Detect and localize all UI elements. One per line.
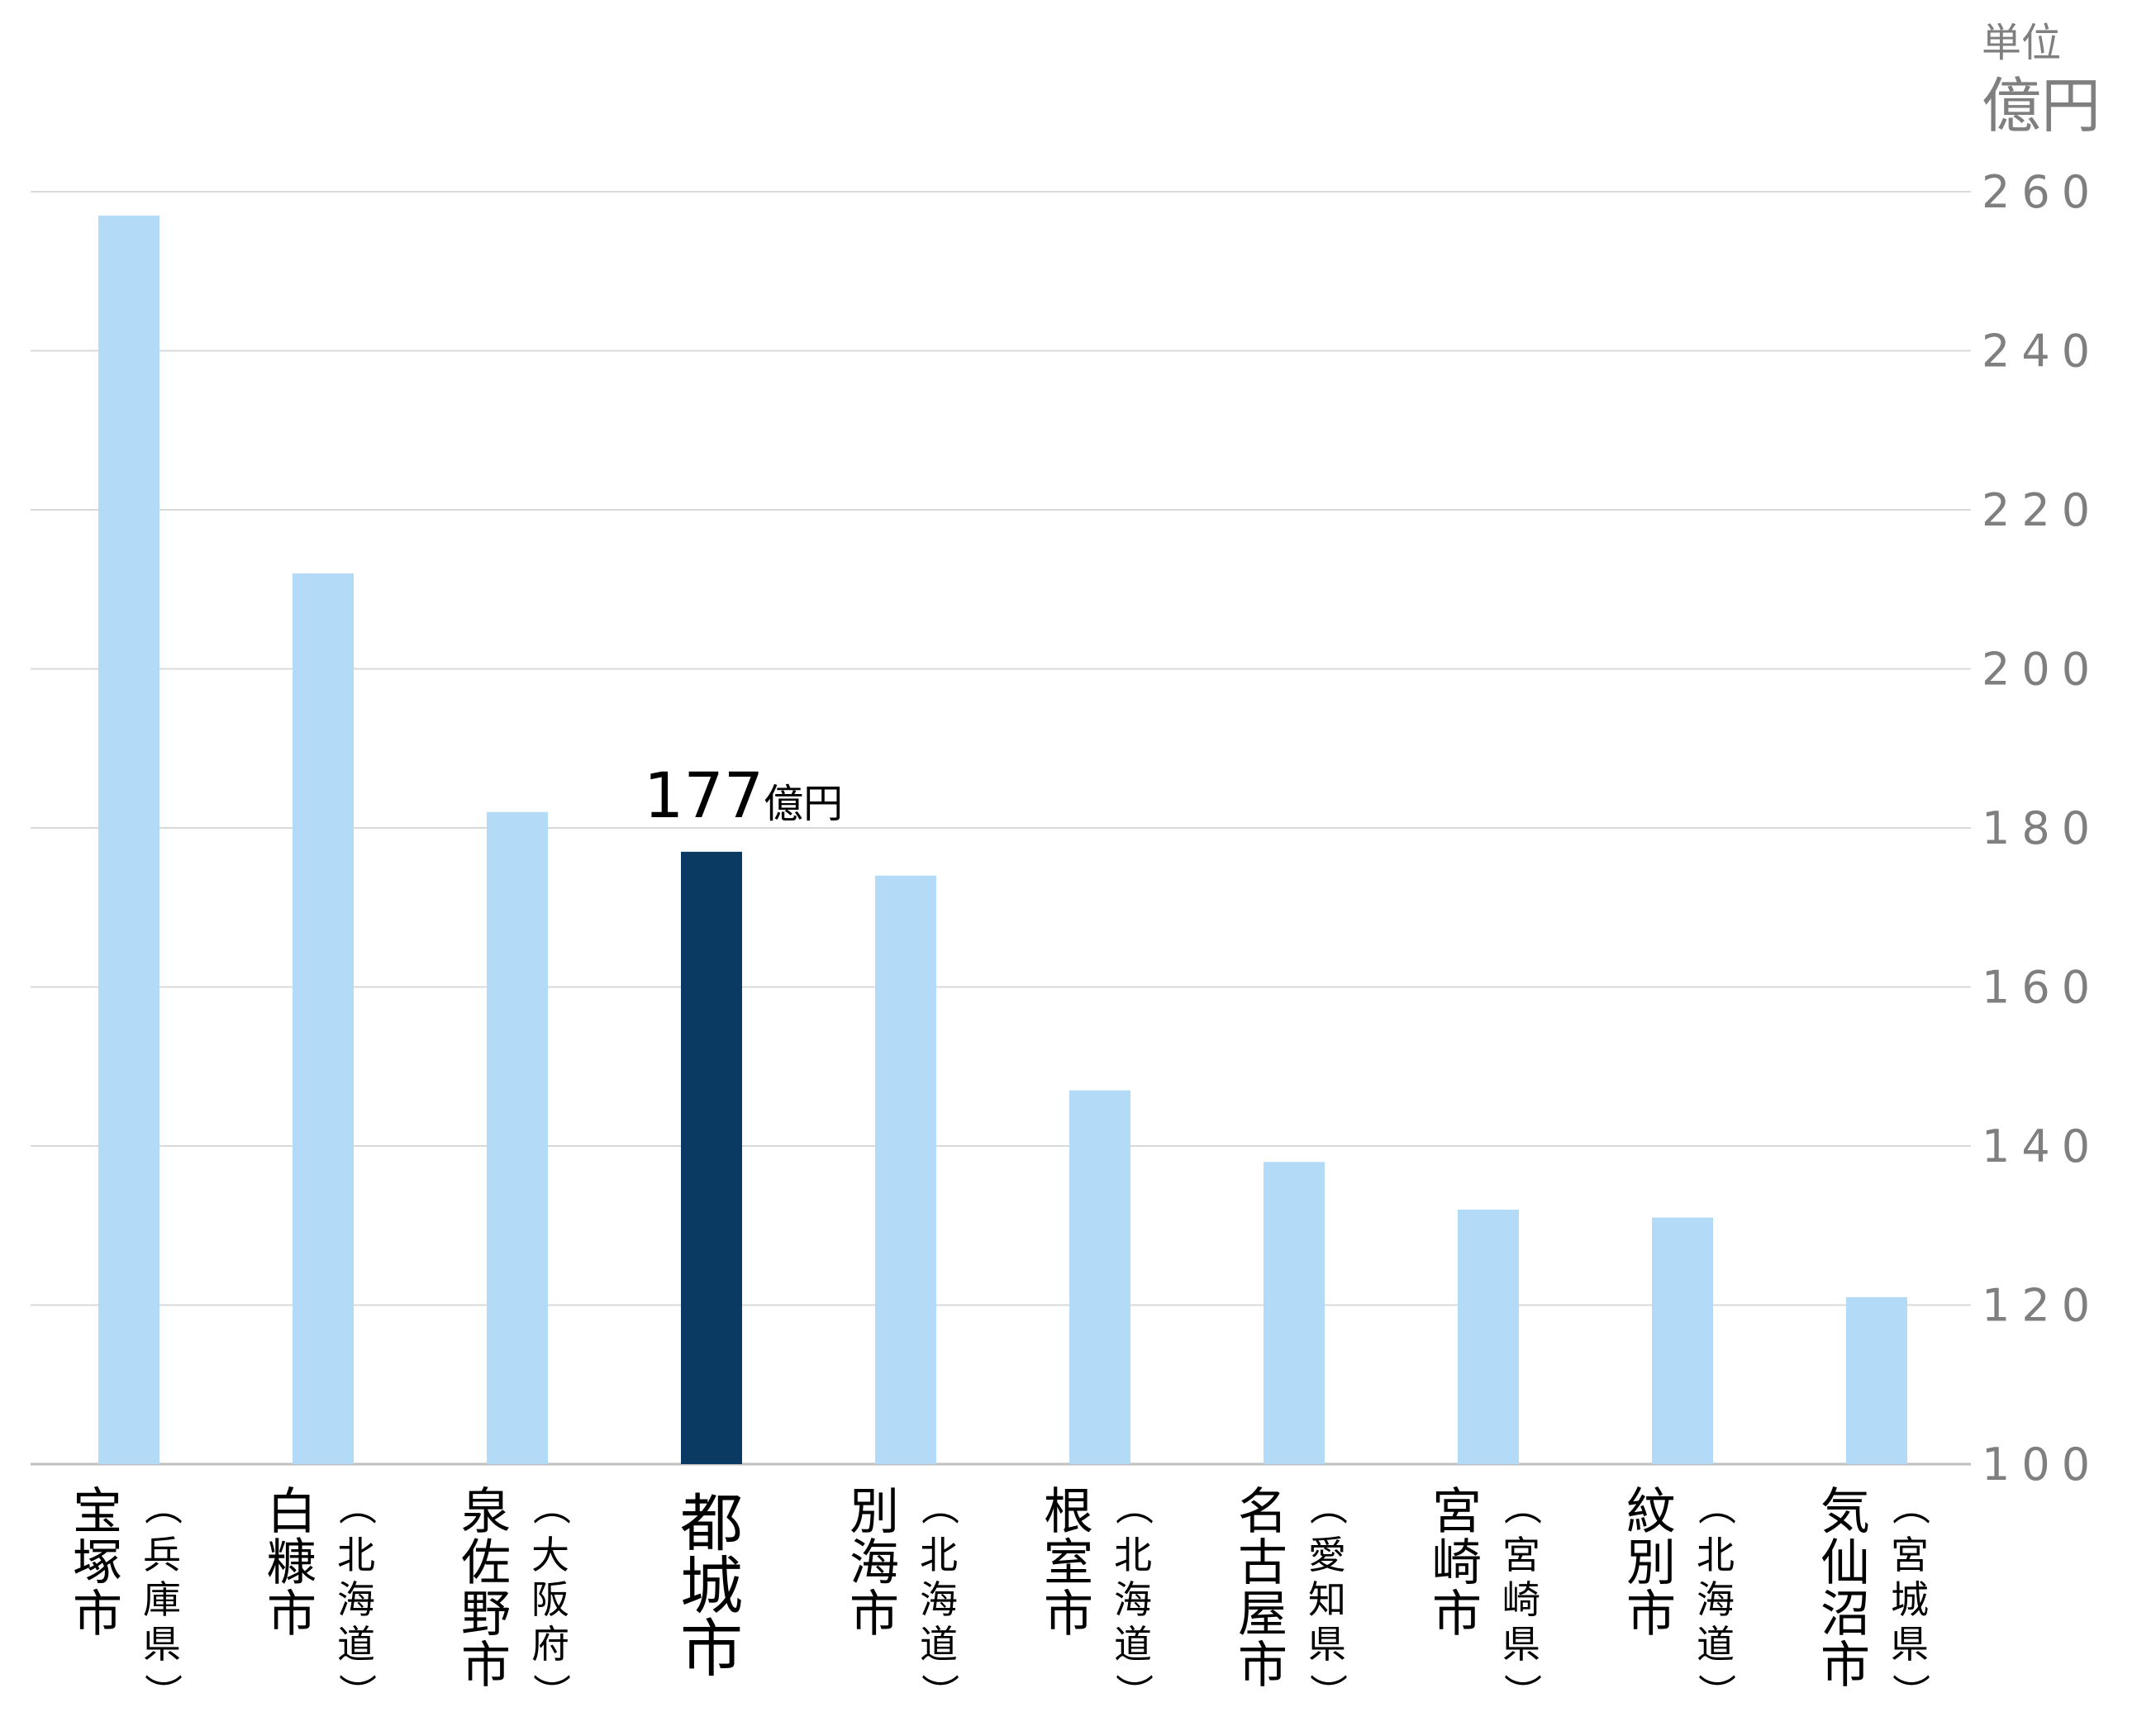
- y-tick-label: 220: [1982, 484, 2101, 536]
- bar: [875, 875, 936, 1464]
- bar: [98, 215, 159, 1464]
- x-tick-label-city: 別海市: [850, 1483, 899, 1643]
- x-tick-label-prefecture: ︵愛知県︶: [1308, 1485, 1348, 1712]
- x-tick-label-prefecture: ︵宮城県︶: [1891, 1485, 1930, 1712]
- grid-lines: [31, 191, 1971, 1466]
- annotation-value: 177: [644, 759, 764, 832]
- highlight-annotation: 177億円: [644, 759, 843, 832]
- bar: [293, 573, 354, 1464]
- bar: [1458, 1210, 1519, 1464]
- y-tick-label: 100: [1982, 1439, 2101, 1491]
- x-tick-label-prefecture: ︵北海道︶: [1114, 1485, 1154, 1712]
- unit-value: 億円: [1982, 71, 2101, 140]
- bar: [1652, 1217, 1713, 1464]
- x-tick-label-city: 根室市: [1044, 1483, 1093, 1643]
- y-tick-label: 240: [1982, 326, 2101, 378]
- x-tick-label-prefecture: ︵北海道︶: [337, 1485, 377, 1712]
- y-axis-ticks: 100 120 140 160 180 200 220 240 260: [1982, 166, 2101, 1491]
- bar: [487, 811, 548, 1464]
- bar: [1846, 1296, 1907, 1464]
- y-tick-label: 160: [1982, 962, 2101, 1014]
- x-axis-labels: 宝塚市 ︵兵庫県︶ 白糠市 ︵北海道︶ 泉佐野市 ︵大阪府︶ 都城市 別海市 ︵北海道︶ 根室市 ︵…: [73, 1483, 1930, 1712]
- bar-highlight: [681, 851, 742, 1464]
- x-tick-label-city: 紋別市: [1626, 1483, 1676, 1643]
- x-tick-label-prefecture: ︵北海道︶: [1697, 1485, 1736, 1712]
- unit-label: 単位: [1982, 20, 2061, 66]
- x-tick-label-city: 宮崎市: [1432, 1483, 1482, 1643]
- bar: [1069, 1090, 1130, 1464]
- x-tick-label-city: 都城市: [680, 1486, 743, 1686]
- x-tick-label-prefecture: ︵宮崎県︶: [1502, 1485, 1542, 1712]
- x-tick-label-prefecture: ︵大阪府︶: [531, 1485, 571, 1712]
- annotation-unit: 億円: [764, 781, 843, 827]
- x-tick-label-city: 名古屋市: [1238, 1483, 1287, 1695]
- x-tick-label-city: 宝塚市: [73, 1483, 122, 1643]
- y-tick-label: 140: [1982, 1120, 2101, 1172]
- x-tick-label-city: 泉佐野市: [461, 1483, 511, 1695]
- x-tick-label-city: 白糠市: [267, 1483, 316, 1643]
- y-tick-label: 200: [1982, 644, 2101, 696]
- y-tick-label: 180: [1982, 802, 2101, 854]
- y-tick-label: 260: [1982, 166, 2101, 218]
- x-tick-label-prefecture: ︵兵庫県︶: [143, 1485, 183, 1712]
- bar: [1264, 1162, 1325, 1464]
- y-tick-label: 120: [1982, 1280, 2101, 1332]
- bars: [98, 215, 1907, 1464]
- x-tick-label-prefecture: ︵北海道︶: [920, 1485, 959, 1712]
- x-tick-label-city: 気仙沼市: [1820, 1483, 1870, 1695]
